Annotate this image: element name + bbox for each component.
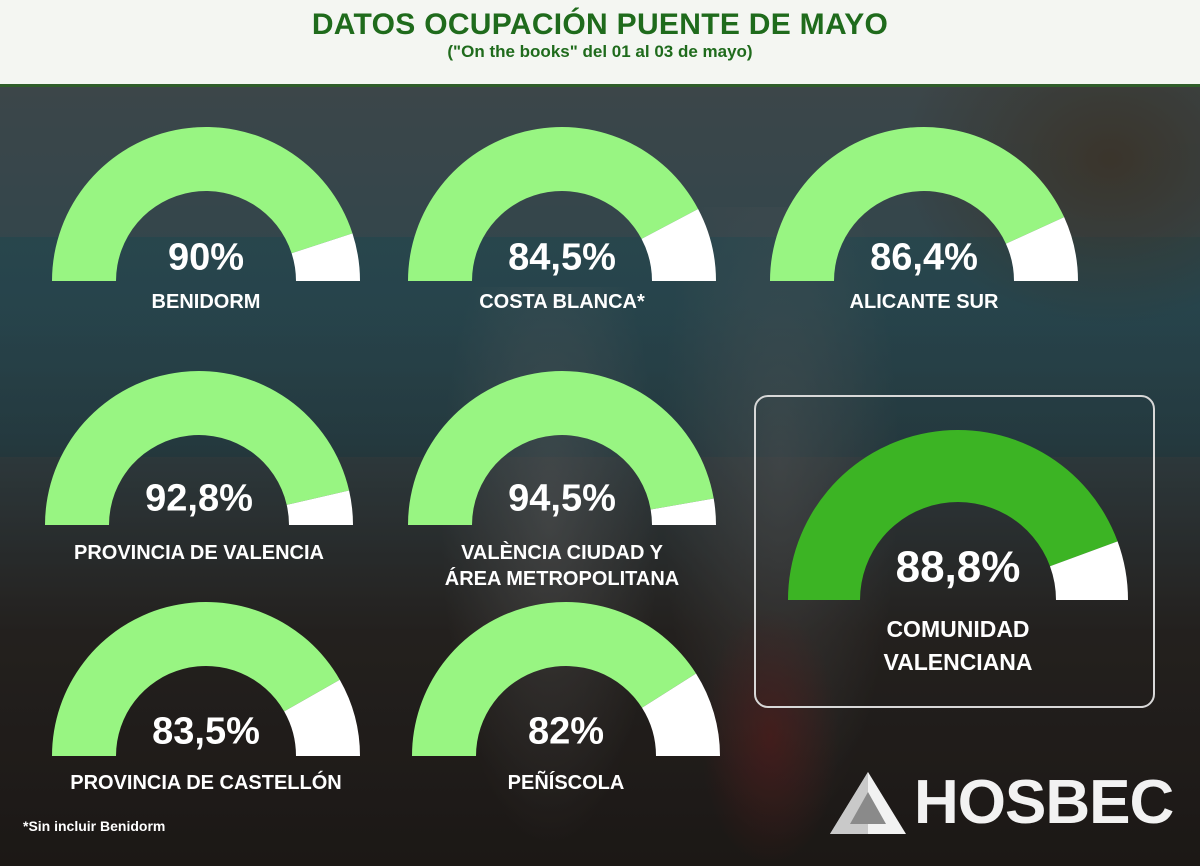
- gauge-remainder-arc: [641, 208, 716, 281]
- gauge-category-label: PEÑÍSCOLA: [508, 771, 625, 794]
- gauge-category-label: VALENCIANA: [883, 649, 1032, 675]
- triangle-logo-icon: [830, 772, 906, 834]
- gauge-value-label: 83,5%: [152, 710, 260, 752]
- gauge-value-label: 88,8%: [896, 542, 1021, 591]
- footnote: *Sin incluir Benidorm: [23, 818, 166, 834]
- hosbec-logo: HOSBEC: [828, 770, 1178, 836]
- gauge: 86,4% ALICANTE SUR: [770, 126, 1078, 313]
- gauge-fill-arc: [45, 370, 350, 525]
- gauge-category-label: PROVINCIA DE VALENCIA: [74, 542, 324, 564]
- gauge-fill-arc: [408, 126, 699, 281]
- header: DATOS OCUPACIÓN PUENTE DE MAYO ("On the …: [0, 0, 1200, 87]
- gauge: 92,8% PROVINCIA DE VALENCIA: [45, 370, 353, 564]
- highlight-box: [754, 395, 1155, 708]
- gauge: 88,8% COMUNIDAD VALENCIANA: [788, 430, 1128, 675]
- gauge-remainder-arc: [286, 490, 353, 525]
- gauge-fill-arc: [412, 602, 697, 756]
- gauge-fill-arc: [52, 126, 353, 281]
- gauge-value-label: 90%: [168, 236, 244, 278]
- gauge-remainder-arc: [1049, 541, 1128, 600]
- gauge-fill-arc: [408, 370, 714, 525]
- gauge-fill-arc: [770, 126, 1065, 281]
- gauge-value-label: 84,5%: [508, 236, 616, 278]
- gauge: 90% BENIDORM: [52, 126, 360, 313]
- gauge-value-label: 86,4%: [870, 236, 978, 278]
- gauge-category-label: COSTA BLANCA*: [479, 291, 645, 313]
- gauge: 84,5% COSTA BLANCA*: [408, 126, 716, 313]
- gauge: 94,5% VALÈNCIA CIUDAD Y ÁREA METROPOLITANA: [408, 370, 716, 590]
- gauge-remainder-arc: [641, 673, 720, 756]
- logo-text: HOSBEC: [914, 768, 1174, 837]
- gauge-category-label: ÁREA METROPOLITANA: [445, 567, 679, 590]
- page-title: DATOS OCUPACIÓN PUENTE DE MAYO: [311, 8, 889, 41]
- gauge-category-label: BENIDORM: [152, 291, 261, 313]
- gauge-remainder-arc: [1005, 217, 1078, 281]
- gauge-value-label: 82%: [528, 710, 604, 752]
- gauge: 82% PEÑÍSCOLA: [412, 602, 720, 794]
- gauge-category-label: COMUNIDAD: [886, 616, 1029, 642]
- gauge-fill-arc: [788, 430, 1118, 600]
- gauge-remainder-arc: [284, 679, 360, 756]
- page-subtitle: ("On the books" del 01 al 03 de mayo): [447, 42, 753, 61]
- gauge-fill-arc: [52, 602, 340, 756]
- gauge-remainder-arc: [291, 233, 360, 281]
- gauge-category-label: PROVINCIA DE CASTELLÓN: [70, 770, 342, 794]
- gauge: 83,5% PROVINCIA DE CASTELLÓN: [52, 602, 360, 794]
- gauge-value-label: 92,8%: [145, 477, 253, 519]
- gauge-category-label: VALÈNCIA CIUDAD Y: [461, 541, 664, 564]
- gauge-category-label: ALICANTE SUR: [850, 291, 999, 313]
- gauge-value-label: 94,5%: [508, 477, 616, 519]
- gauge-remainder-arc: [650, 498, 716, 525]
